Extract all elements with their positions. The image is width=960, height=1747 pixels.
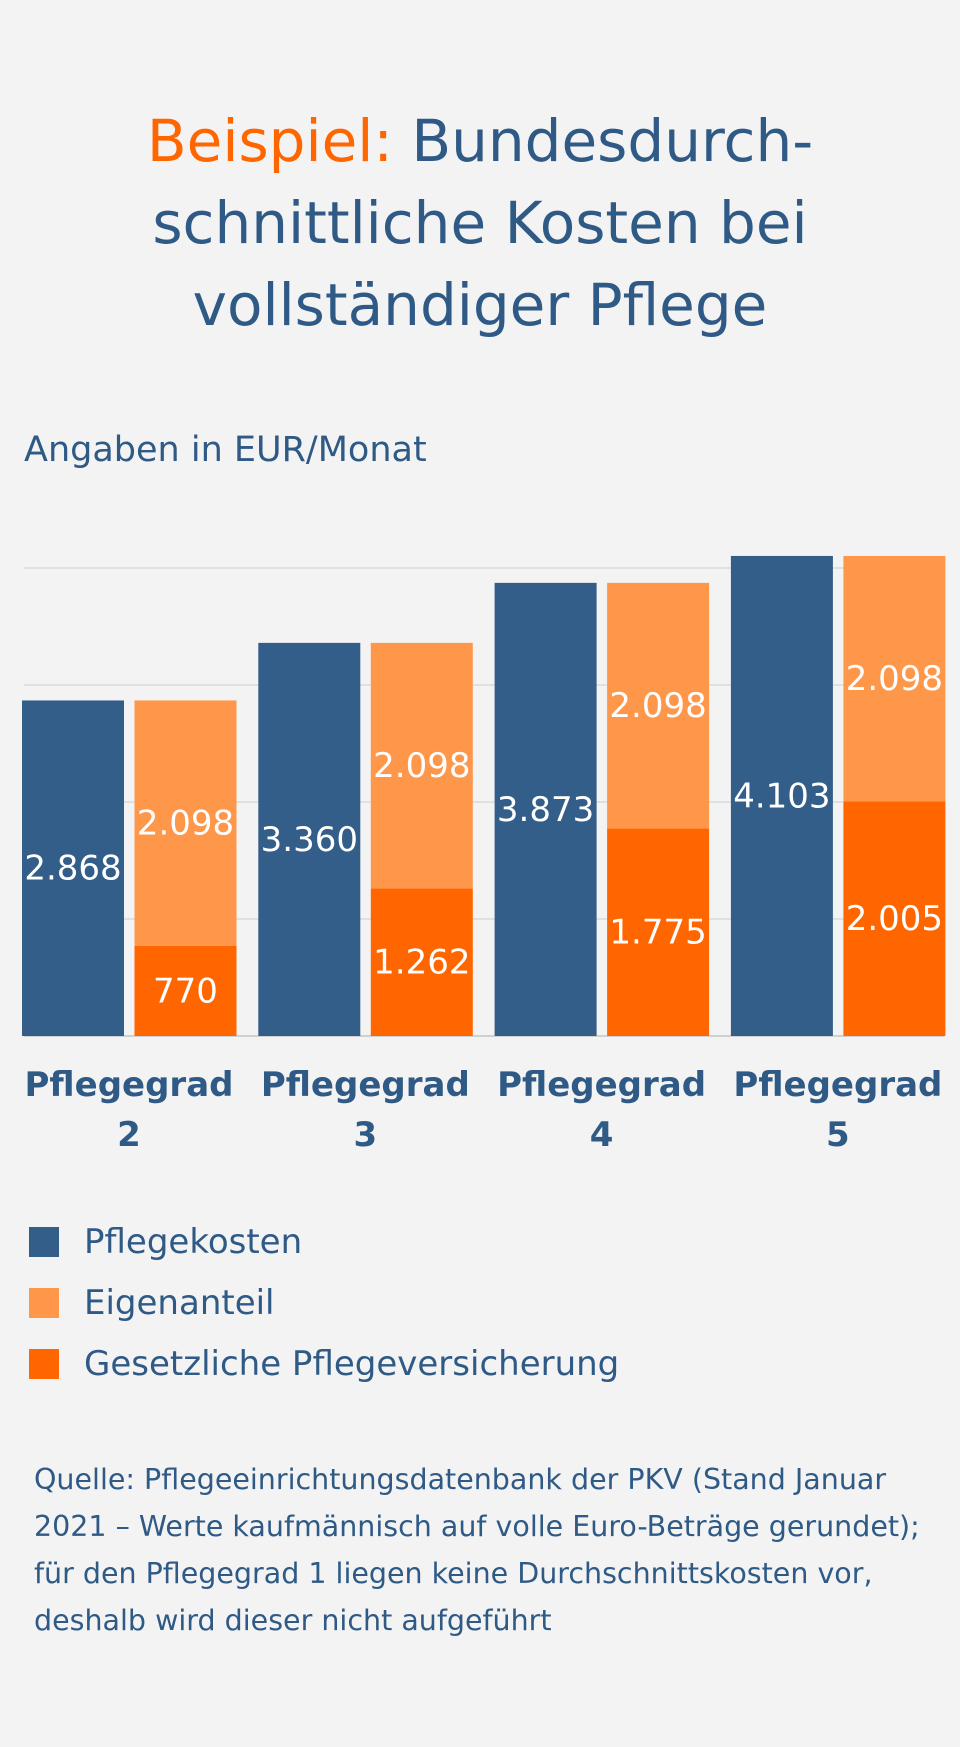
- subtitle: Angaben in EUR/Monat: [24, 430, 427, 470]
- title-line: vollständiger Pflege: [0, 264, 960, 346]
- x-tick-label: Pflegegrad 3: [260, 1065, 470, 1155]
- bar: [370, 888, 473, 1036]
- value-label: 2.098: [373, 746, 470, 786]
- bar: [607, 582, 710, 829]
- value-label: 4.103: [733, 776, 830, 816]
- value-label: 2.098: [609, 686, 706, 726]
- title-text: Bundesdurch-: [411, 107, 814, 175]
- x-tick-label: Pflegegrad 2: [24, 1065, 234, 1155]
- value-label: 2.098: [846, 659, 943, 699]
- bar: [370, 642, 473, 889]
- title-text: vollständiger Pflege: [192, 271, 768, 339]
- bar: [134, 700, 237, 946]
- bar: [258, 642, 361, 1036]
- title-line: Beispiel: Bundesdurch-: [0, 100, 960, 182]
- value-label: 770: [153, 971, 218, 1011]
- legend-swatch: [29, 1288, 59, 1318]
- x-tick-label: Pflegegrad 5: [733, 1065, 943, 1155]
- x-tick-label: Pflegegrad 4: [497, 1065, 707, 1155]
- value-label: 2.005: [846, 899, 943, 939]
- value-label: 1.775: [609, 913, 706, 953]
- bar: [607, 828, 710, 1036]
- legend-swatch: [29, 1227, 59, 1257]
- bar: [843, 555, 946, 802]
- bar: [843, 801, 946, 1036]
- value-label: 3.360: [261, 820, 358, 860]
- title-text: schnittliche Kosten bei: [152, 189, 808, 257]
- value-label: 1.262: [373, 943, 470, 983]
- bar: [22, 700, 124, 1036]
- chart-title: Beispiel: Bundesdurch-schnittliche Koste…: [0, 100, 960, 346]
- source-note: Quelle: Pflegeeinrichtungsdatenbank der …: [34, 1463, 920, 1637]
- legend-label: Eigenanteil: [84, 1283, 275, 1323]
- title-line: schnittliche Kosten bei: [0, 182, 960, 264]
- value-label: 3.873: [497, 790, 594, 830]
- legend-swatch: [29, 1349, 59, 1379]
- title-highlight: Beispiel:: [146, 107, 393, 175]
- legend-label: Gesetzliche Pflegeversicherung: [84, 1344, 620, 1384]
- value-label: 2.098: [137, 804, 234, 844]
- legend-label: Pflegekosten: [84, 1222, 303, 1262]
- bar: [730, 555, 833, 1036]
- bar: [494, 582, 597, 1036]
- bar: [134, 945, 237, 1036]
- value-label: 2.868: [24, 849, 121, 889]
